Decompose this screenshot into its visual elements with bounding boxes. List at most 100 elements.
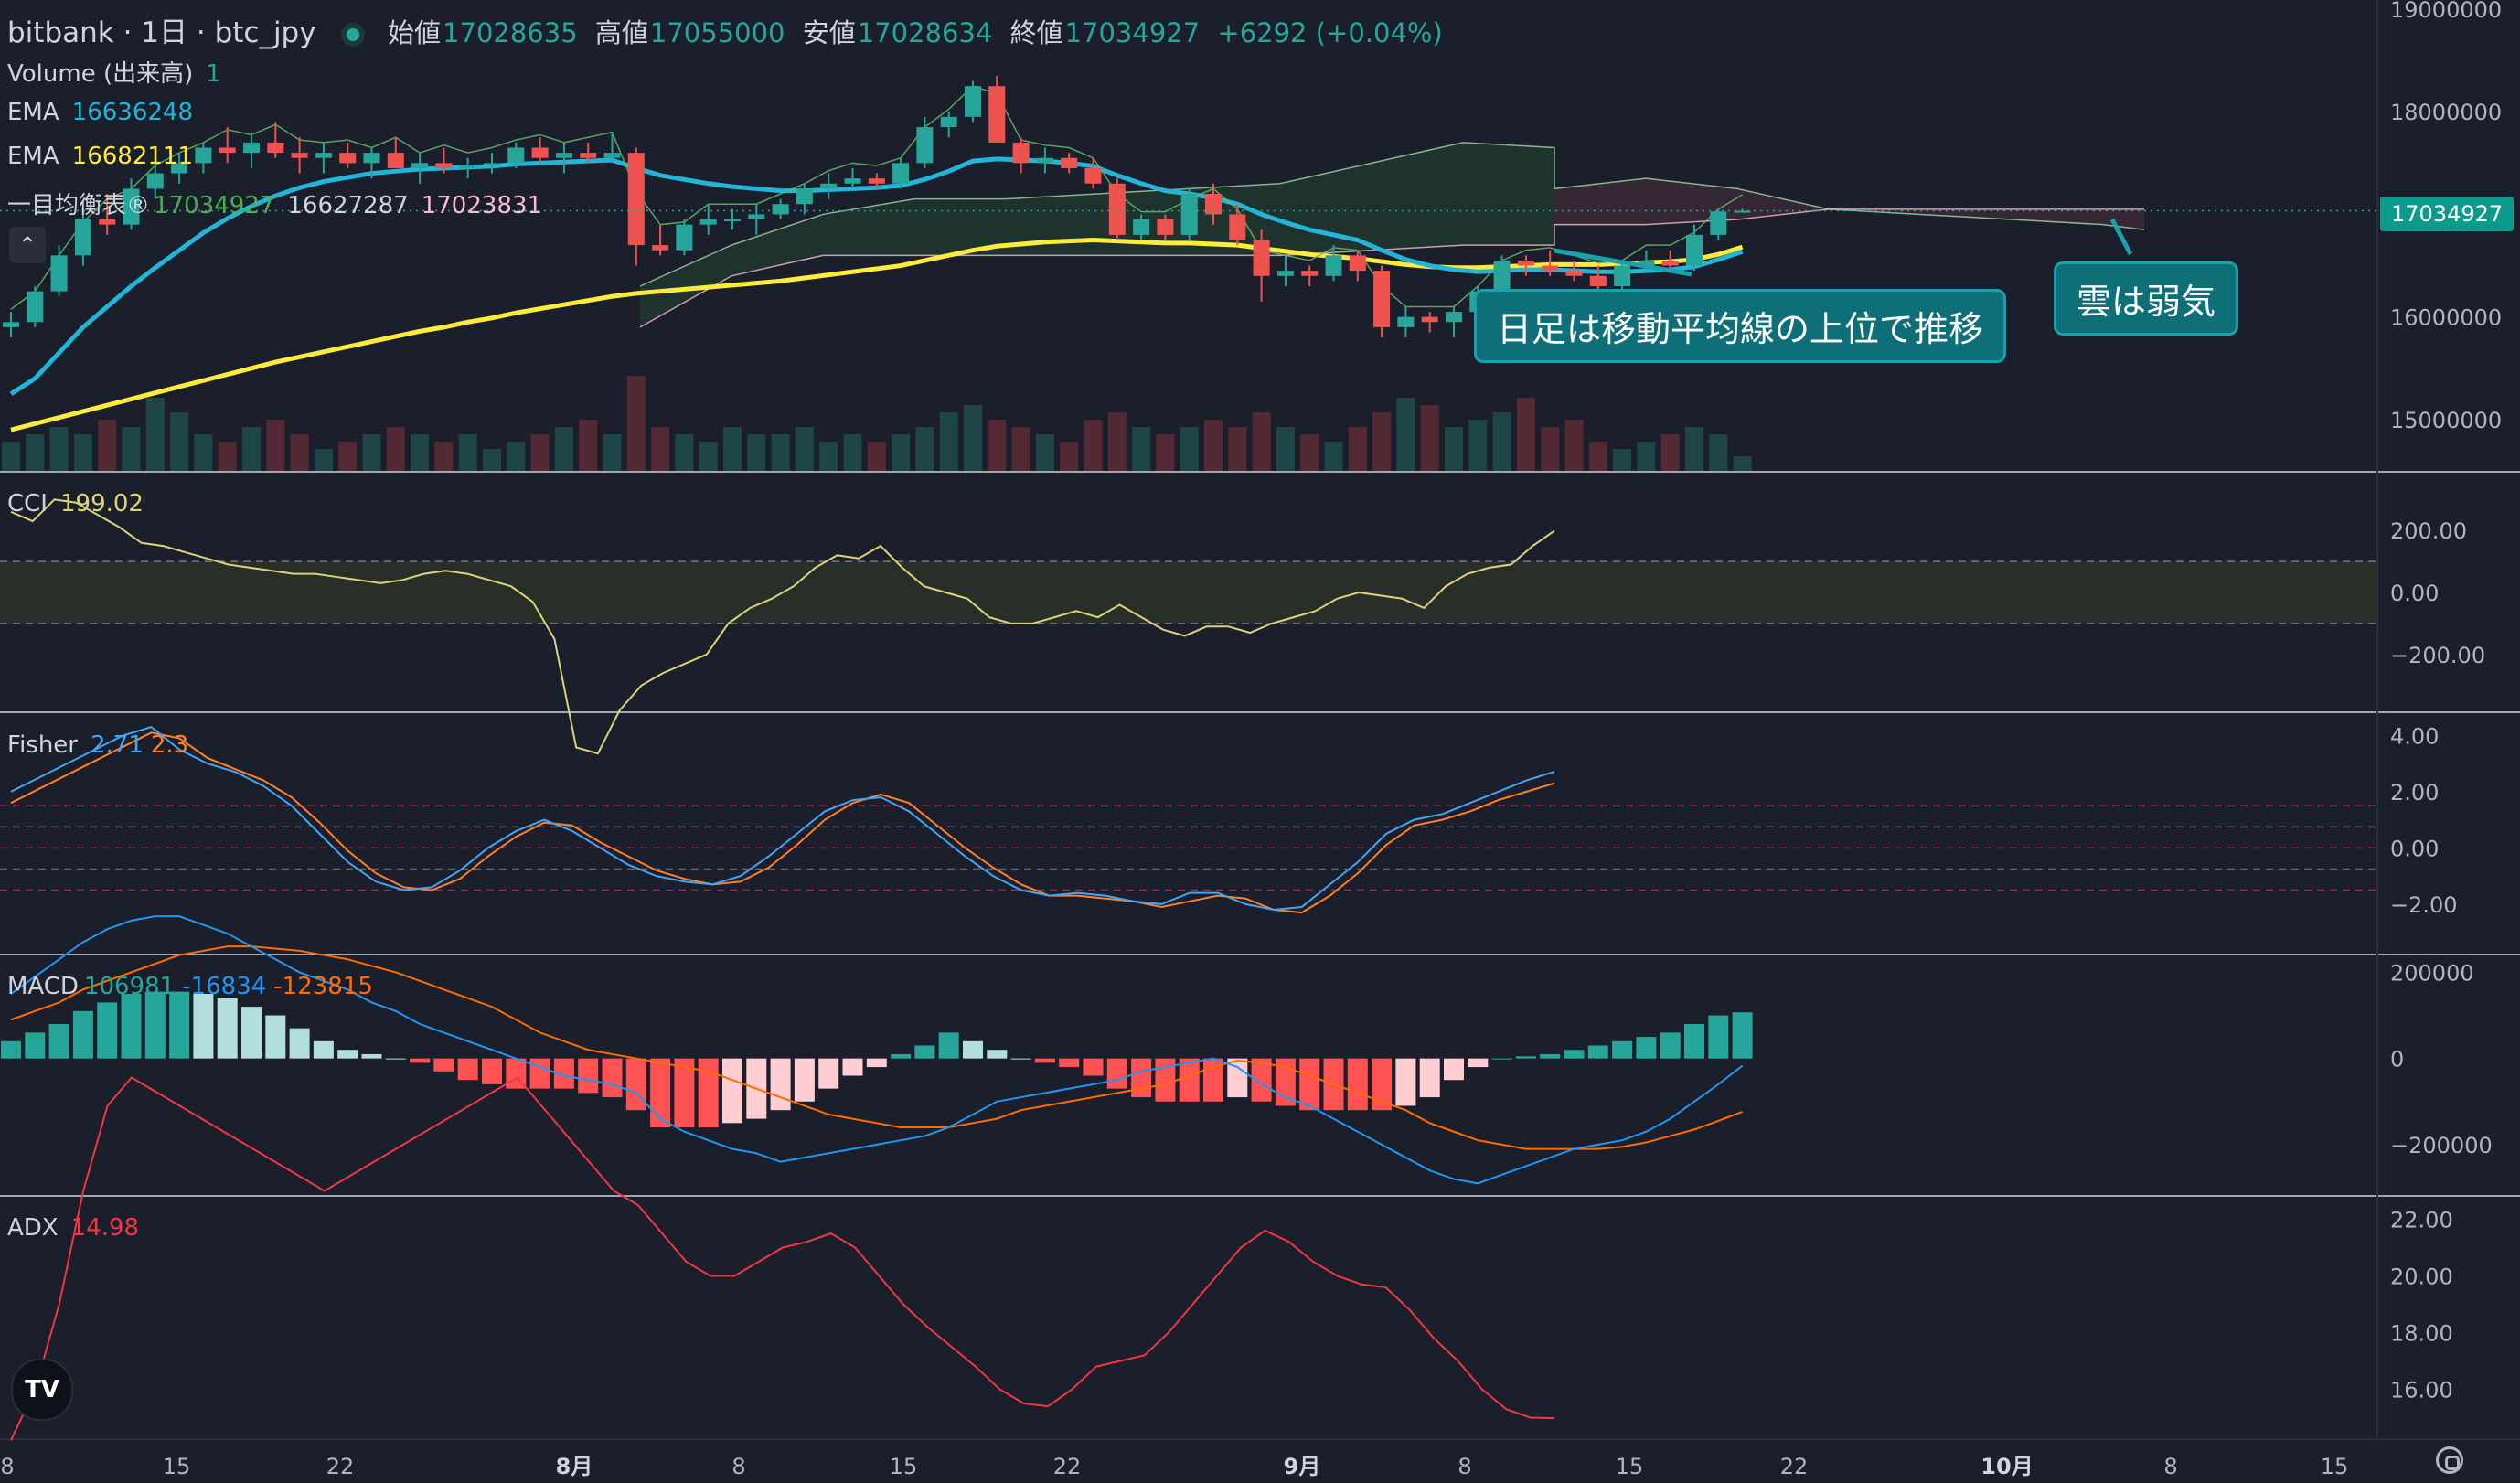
time-axis-label: 22: [326, 1454, 355, 1479]
volume-bar: [2, 442, 20, 471]
volume-bar: [1733, 456, 1752, 471]
settings-gear-icon[interactable]: [2436, 1446, 2463, 1474]
candle-body: [3, 322, 19, 327]
ichimoku-legend[interactable]: 一目均衡表® 17034927 16627287 17023831: [7, 187, 555, 220]
candle-body: [27, 291, 44, 323]
ema2-legend[interactable]: EMA 16682111: [7, 143, 206, 170]
macd-histogram-bar: [1660, 1032, 1681, 1059]
collapse-legend-button[interactable]: ⌃: [9, 227, 46, 263]
macd-histogram-bar: [313, 1040, 334, 1059]
volume-bar: [1516, 398, 1535, 471]
candle-body: [267, 142, 284, 154]
cci-value: 199.02: [59, 490, 144, 517]
volume-bar: [362, 434, 381, 471]
cci-legend[interactable]: CCI 199.02: [7, 490, 156, 517]
candle-body: [484, 163, 500, 165]
volume-bar: [795, 427, 814, 471]
candle-body: [387, 153, 404, 168]
candle-body: [146, 173, 164, 189]
macd-histogram-bar: [289, 1028, 310, 1059]
macd-histogram-bar: [794, 1058, 815, 1102]
tradingview-logo[interactable]: TV: [11, 1359, 73, 1421]
macd-histogram-bar: [385, 1058, 406, 1060]
fisher-tick-label: 0.00: [2390, 836, 2439, 861]
volume-bar: [1060, 442, 1079, 471]
candle-body: [1157, 219, 1174, 235]
macd-histogram-bar: [1059, 1058, 1080, 1068]
time-axis-label: 8月: [556, 1454, 593, 1479]
macd-legend[interactable]: MACD 106981 -16834 -123815: [7, 973, 386, 1000]
candle-body: [988, 86, 1006, 143]
macd-tick-label: −200000: [2390, 1133, 2493, 1158]
candle-body: [1446, 312, 1462, 323]
macd-histogram-bar: [410, 1058, 431, 1063]
fisher-legend[interactable]: Fisher 2.71 2.3: [7, 731, 201, 759]
candle-body: [724, 219, 741, 222]
macd-histogram-bar: [842, 1058, 863, 1076]
macd-histogram-bar: [602, 1058, 623, 1098]
macd-hist-value: 106981: [83, 973, 176, 1000]
candle-body: [411, 163, 429, 168]
ichimoku-label: 一目均衡表®: [7, 192, 151, 219]
cci-band: [0, 561, 2377, 624]
price-tick-label: 19000000: [2390, 0, 2502, 23]
candle-body: [1710, 211, 1727, 235]
volume-legend[interactable]: Volume (出来高) 1: [7, 55, 234, 89]
symbol-title[interactable]: bitbank · 1日 · btc_jpy: [7, 16, 316, 49]
macd-histogram-bar: [1515, 1056, 1536, 1059]
macd-label: MACD: [7, 973, 79, 1000]
candle-body: [676, 224, 693, 251]
volume-bar: [939, 412, 958, 471]
volume-bar: [1420, 405, 1439, 471]
macd-histogram-bar: [650, 1058, 671, 1128]
macd-histogram-bar: [1179, 1058, 1200, 1102]
volume-bar: [1685, 427, 1703, 471]
candle-body: [531, 147, 549, 158]
volume-bar: [49, 427, 69, 471]
volume-bar: [483, 449, 501, 471]
macd-histogram-bar: [1468, 1058, 1489, 1068]
volume-bar: [266, 420, 285, 471]
candle-body: [1542, 265, 1559, 272]
high-label: 高値: [594, 17, 648, 48]
candle-body: [1108, 183, 1126, 235]
volume-bar: [1228, 427, 1247, 471]
fisher-line: [10, 726, 1555, 912]
adx-value: 14.98: [70, 1214, 140, 1242]
adx-legend[interactable]: ADX 14.98: [7, 1214, 152, 1242]
fisher-tick-label: 4.00: [2390, 723, 2439, 749]
macd-histogram-bar: [1708, 1015, 1729, 1059]
volume-bar: [1324, 442, 1343, 471]
candle-body: [868, 178, 885, 184]
macd-histogram-bar: [1010, 1058, 1031, 1060]
macd-histogram-bar: [1131, 1058, 1152, 1098]
macd-histogram-bar: [1347, 1058, 1368, 1111]
macd-histogram-bar: [1491, 1058, 1512, 1060]
macd-histogram-bar: [963, 1040, 983, 1059]
candle-body: [1638, 260, 1655, 266]
time-axis-label: 22: [1780, 1454, 1809, 1479]
callout-above-ma: 日足は移動平均線の上位で推移: [1474, 289, 2007, 363]
volume-bar: [218, 442, 237, 471]
macd-histogram-bar: [578, 1058, 599, 1094]
macd-histogram-bar: [674, 1058, 695, 1128]
volume-bar: [1084, 420, 1103, 471]
ichimoku-value-1: 17034927: [154, 192, 275, 219]
candle-body: [699, 219, 717, 225]
time-axis-label: 8: [0, 1454, 14, 1479]
low-value: 17028634: [857, 17, 993, 48]
volume-bar: [626, 376, 646, 471]
volume-bar: [747, 434, 766, 471]
macd-histogram-bar: [241, 1007, 262, 1059]
price-tick-label: 15000000: [2390, 408, 2502, 433]
volume-bar: [507, 442, 526, 471]
volume-bar: [892, 434, 911, 471]
macd-histogram-bar: [433, 1058, 454, 1072]
ema1-label: EMA: [7, 99, 59, 126]
price-tick-label: 18000000: [2390, 100, 2502, 125]
candle-body: [1686, 234, 1703, 266]
ema1-legend[interactable]: EMA 16636248: [7, 99, 206, 126]
ichimoku-cloud-future: [1554, 178, 2144, 230]
macd-histogram-bar: [217, 998, 238, 1059]
